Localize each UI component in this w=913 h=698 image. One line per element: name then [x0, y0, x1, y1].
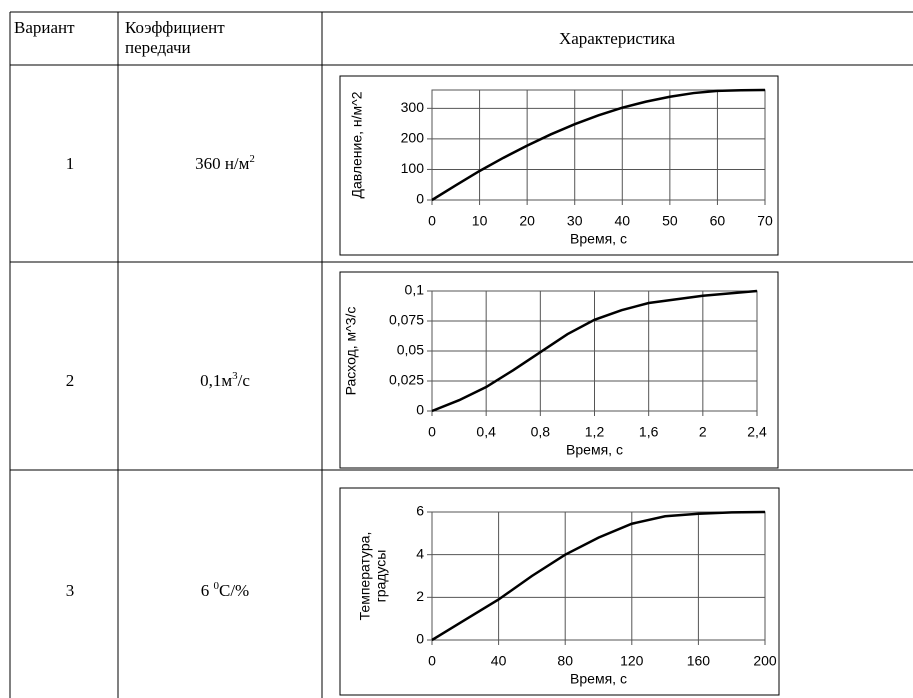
- x-tick-label: 40: [614, 213, 630, 229]
- line: [431, 88, 766, 202]
- text: 6: [201, 581, 214, 600]
- y-tick-label: 0: [416, 631, 424, 647]
- y-axis-label: Давление, н/м^2: [349, 91, 365, 198]
- line: [431, 510, 766, 642]
- x-tick-label: 1,6: [639, 424, 659, 440]
- plot-border: [431, 511, 766, 641]
- x-tick-label: 80: [557, 653, 573, 669]
- y-tick-label: 0,05: [397, 342, 424, 358]
- chart-frame: [339, 487, 780, 696]
- text: 360 н/м: [195, 154, 250, 173]
- y-axis-label: градусы: [373, 550, 389, 603]
- x-tick-label: 2: [699, 424, 707, 440]
- x-tick-label: 20: [519, 213, 535, 229]
- text: C/%: [219, 581, 249, 600]
- header-cell: Коэффициент: [125, 18, 225, 37]
- coefficient: 6 0C/%: [201, 580, 249, 600]
- x-tick-label: 0: [428, 653, 436, 669]
- x-tick-label: 0: [428, 213, 436, 229]
- superscript: 2: [249, 153, 255, 165]
- x-tick-label: 2,4: [747, 424, 767, 440]
- x-tick-label: 0,8: [531, 424, 551, 440]
- x-tick-label: 1,2: [585, 424, 605, 440]
- y-tick-label: 2: [416, 588, 424, 604]
- line: [431, 289, 758, 413]
- x-axis-label: Время, с: [566, 442, 623, 458]
- header-cell: передачи: [125, 38, 191, 57]
- x-tick-label: 160: [687, 653, 711, 669]
- x-axis-label: Время, с: [570, 231, 627, 247]
- y-tick-label: 0: [416, 191, 424, 207]
- x-tick-label: 60: [710, 213, 726, 229]
- header-cell: Вариант: [14, 18, 75, 37]
- y-tick-label: 0,025: [389, 372, 424, 388]
- text: 0,1м: [200, 371, 232, 390]
- plot-border: [431, 89, 766, 201]
- x-tick-label: 50: [662, 213, 678, 229]
- superscript: 0: [214, 580, 220, 592]
- table-lines: [9, 11, 913, 698]
- superscript: 3: [232, 370, 238, 382]
- coefficient: 0,1м3/с: [200, 370, 250, 390]
- coefficient: 360 н/м2: [195, 153, 255, 173]
- variant: 1: [66, 154, 75, 173]
- y-tick-label: 0,1: [405, 282, 425, 298]
- header-cell: Характеристика: [559, 29, 676, 48]
- x-tick-label: 70: [757, 213, 773, 229]
- variant: 3: [66, 581, 75, 600]
- y-tick-label: 200: [401, 130, 425, 146]
- y-axis-label: Расход, м^3/с: [343, 307, 359, 396]
- variant: 2: [66, 371, 75, 390]
- x-tick-label: 120: [620, 653, 644, 669]
- x-axis-label: Время, с: [570, 671, 627, 687]
- text: /с: [238, 371, 251, 390]
- y-tick-label: 0,075: [389, 312, 424, 328]
- y-axis-label: Температура,: [357, 532, 373, 621]
- x-tick-label: 0,4: [476, 424, 496, 440]
- plot-border: [431, 290, 758, 412]
- y-tick-label: 4: [416, 545, 424, 561]
- x-tick-label: 200: [753, 653, 777, 669]
- chart-frame: [339, 271, 779, 469]
- chart-frame: [339, 75, 779, 256]
- x-tick-label: 0: [428, 424, 436, 440]
- x-tick-label: 30: [567, 213, 583, 229]
- x-tick-label: 40: [491, 653, 507, 669]
- y-tick-label: 6: [416, 503, 424, 519]
- y-tick-label: 300: [401, 99, 425, 115]
- x-tick-label: 10: [472, 213, 488, 229]
- y-tick-label: 100: [401, 160, 425, 176]
- y-tick-label: 0: [416, 402, 424, 418]
